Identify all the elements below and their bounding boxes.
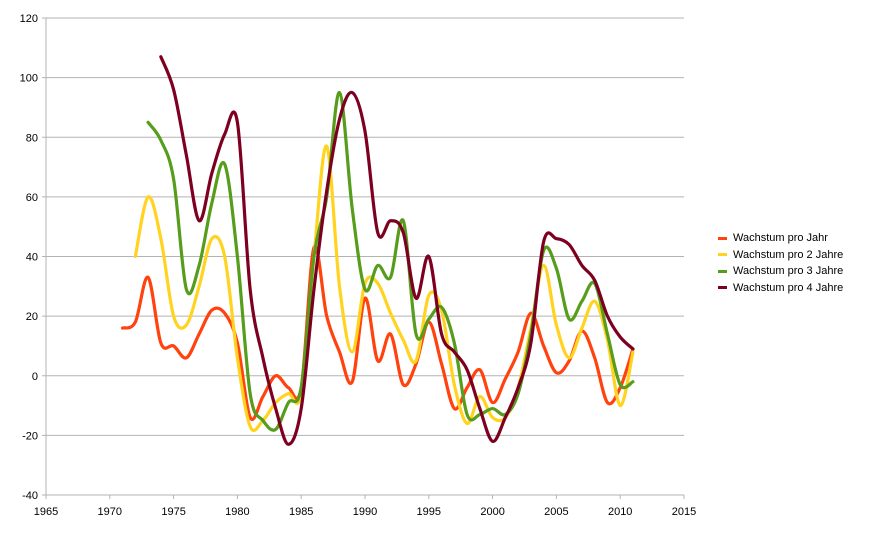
x-tick-label: 2000 xyxy=(480,506,504,518)
x-tick-label: 2015 xyxy=(672,506,696,518)
x-tick-label: 1965 xyxy=(34,506,58,518)
series-line xyxy=(133,144,635,433)
x-tick-label: 1990 xyxy=(353,506,377,518)
series-line xyxy=(159,55,635,446)
legend-label: Wachstum pro 4 Jahre xyxy=(733,281,844,294)
legend-swatch xyxy=(718,253,727,257)
x-tick-label: 1980 xyxy=(225,506,249,518)
series-line xyxy=(146,90,635,432)
legend-item: Wachstum pro 2 Jahre xyxy=(718,247,843,264)
y-tick-label: 0 xyxy=(32,371,38,383)
x-tick-label: 1985 xyxy=(289,506,313,518)
y-tick-label: 20 xyxy=(26,311,38,323)
legend-item: Wachstum pro Jahr xyxy=(718,230,843,247)
y-tick-label: 60 xyxy=(26,192,38,204)
grid-lines xyxy=(46,17,684,496)
legend: Wachstum pro Jahr Wachstum pro 2 Jahre W… xyxy=(718,230,843,296)
y-tick-label: 40 xyxy=(26,252,38,264)
series-line xyxy=(120,244,635,422)
legend-label: Wachstum pro 3 Jahre xyxy=(733,265,844,278)
y-tick-label: 100 xyxy=(20,73,38,85)
x-tick-label: 2010 xyxy=(608,506,632,518)
y-tick-label: 120 xyxy=(20,13,38,25)
x-tick-label: 1995 xyxy=(417,506,441,518)
x-axis-ticks: 1965 1970 1975 1980 1985 1990 1995 2000 2005 2010… xyxy=(34,495,696,518)
legend-label: Wachstum pro 2 Jahre xyxy=(733,248,844,261)
legend-item: Wachstum pro 3 Jahre xyxy=(718,263,843,280)
x-tick-label: 2005 xyxy=(544,506,568,518)
legend-label: Wachstum pro Jahr xyxy=(733,232,828,245)
y-tick-label: 80 xyxy=(26,132,38,144)
legend-item: Wachstum pro 4 Jahre xyxy=(718,280,843,297)
x-tick-label: 1975 xyxy=(161,506,185,518)
legend-swatch xyxy=(718,286,727,290)
y-axis-ticks: -40 -20 0 20 40 60 80 100 120 xyxy=(20,13,46,502)
legend-swatch xyxy=(718,236,727,240)
x-tick-label: 1970 xyxy=(98,506,122,518)
y-tick-label: -20 xyxy=(22,430,38,442)
legend-swatch xyxy=(718,269,727,273)
y-tick-label: -40 xyxy=(22,490,38,502)
series-lines xyxy=(120,55,635,446)
